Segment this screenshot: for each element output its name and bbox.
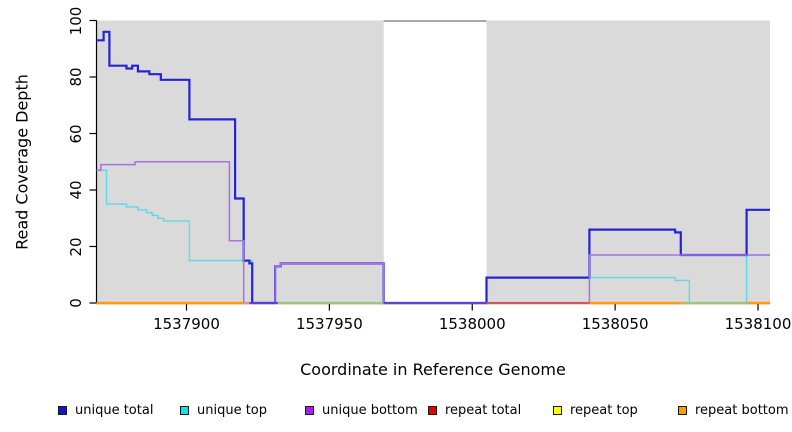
y-tick-label: 40 [67, 180, 85, 200]
legend-swatch-icon [678, 405, 687, 415]
legend-label: repeat top [570, 402, 638, 418]
legend-label: unique total [75, 402, 154, 418]
y-tick-label: 0 [67, 298, 85, 308]
y-tick-label: 100 [67, 6, 85, 35]
legend-swatch-icon [428, 405, 437, 415]
x-tick-label: 1538100 [724, 315, 792, 333]
x-tick-label: 1538000 [438, 315, 506, 333]
legend-item-repeat-top: repeat top [553, 402, 638, 418]
y-axis-title: Read Coverage Depth [12, 74, 32, 250]
legend-label: repeat total [445, 402, 522, 418]
legend-swatch-icon [553, 405, 562, 415]
legend-label: unique bottom [322, 402, 418, 418]
series-unique-top [96, 169, 770, 304]
legend-item-repeat-bottom: repeat bottom [678, 402, 789, 418]
x-axis-title: Coordinate in Reference Genome [300, 360, 566, 379]
legend-item-repeat-total: repeat total [428, 402, 521, 418]
legend-swatch-icon [305, 405, 314, 415]
y-tick-label: 80 [67, 67, 85, 87]
legend-item-unique-bottom: unique bottom [305, 402, 418, 418]
legend-swatch-icon [58, 405, 67, 415]
series-unique-total [96, 30, 770, 305]
legend-label: unique top [197, 402, 268, 418]
legend-item-unique-total: unique total [58, 402, 153, 418]
x-tick-label: 1537900 [153, 315, 220, 333]
x-tick-label: 1537950 [295, 315, 363, 333]
legend-item-unique-top: unique top [180, 402, 267, 418]
legend-label: repeat bottom [695, 402, 789, 418]
legend-swatch-icon [180, 405, 189, 415]
y-tick-label: 60 [67, 123, 85, 144]
x-tick-label: 1538050 [581, 315, 649, 333]
masked-region [383, 20, 487, 303]
y-tick-label: 20 [67, 236, 85, 257]
